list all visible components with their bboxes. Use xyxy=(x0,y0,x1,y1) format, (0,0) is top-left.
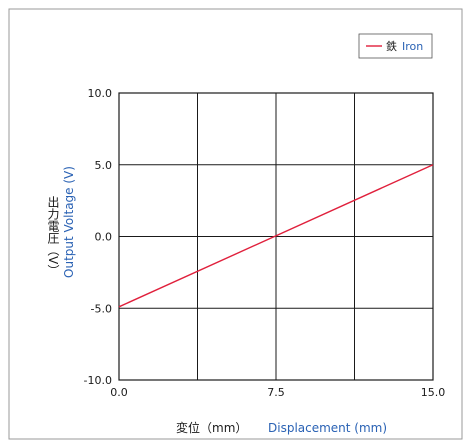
y-axis-label-en: Output Voltage (V) xyxy=(62,166,76,278)
x-tick-label: 7.5 xyxy=(267,386,285,399)
series-line-iron xyxy=(118,164,434,308)
series-group xyxy=(118,164,434,308)
y-tick-label: -10.0 xyxy=(84,374,112,387)
plot-border xyxy=(118,92,434,381)
y-tick-label: 10.0 xyxy=(88,87,113,100)
y-axis-label-jp: 出力電圧（V） xyxy=(46,196,60,277)
legend-label-jp: 鉄 xyxy=(386,39,397,53)
y-tick-label: 0.0 xyxy=(95,231,113,244)
x-tick-label: 15.0 xyxy=(421,386,446,399)
outer-frame xyxy=(8,8,463,440)
x-tick-labels: 0.0 7.5 15.0 xyxy=(110,386,445,399)
y-tick-labels: 10.0 5.0 0.0 -5.0 -10.0 xyxy=(84,87,112,387)
legend-label-en: Iron xyxy=(402,40,423,53)
legend: 鉄 Iron xyxy=(358,33,433,59)
y-tick-label: -5.0 xyxy=(91,302,112,315)
x-axis-label-jp: 変位（mm） xyxy=(176,420,247,435)
x-axis-label-en: Displacement (mm) xyxy=(268,421,387,435)
x-tick-label: 0.0 xyxy=(110,386,128,399)
y-tick-label: 5.0 xyxy=(95,159,113,172)
